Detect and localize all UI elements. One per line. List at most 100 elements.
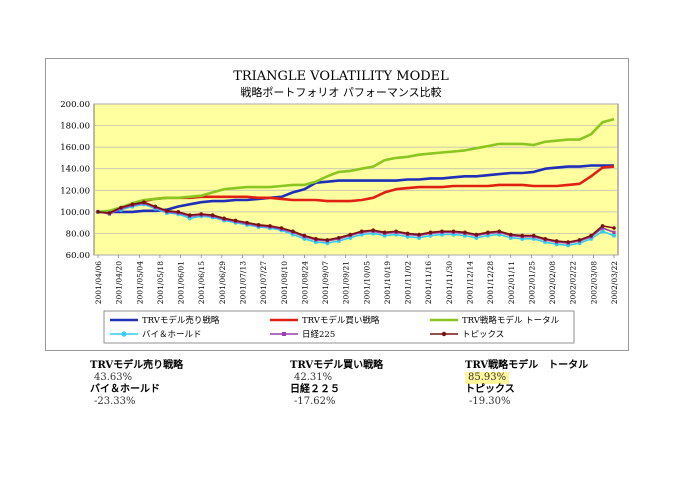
y-tick-label: 140.00 bbox=[60, 165, 90, 175]
legend-marker bbox=[121, 331, 127, 337]
legend-label: TRVモデル買い戦略 bbox=[302, 315, 380, 326]
data-point bbox=[302, 233, 307, 238]
data-point bbox=[268, 224, 272, 228]
x-tick-label: 2001/10/05 bbox=[362, 261, 371, 304]
y-tick-label: 200.00 bbox=[60, 100, 90, 110]
y-tick-label: 100.00 bbox=[60, 208, 90, 218]
x-tick-label: 2001/09/21 bbox=[342, 261, 351, 304]
data-point bbox=[107, 211, 112, 215]
summary-label: 日経２２５ bbox=[290, 384, 340, 395]
summary-item: TRVモデル売り戦略 43.63% bbox=[90, 360, 260, 384]
data-point bbox=[509, 232, 513, 237]
data-point bbox=[566, 240, 570, 244]
data-point bbox=[612, 226, 616, 230]
data-point bbox=[508, 235, 513, 240]
data-point bbox=[382, 230, 387, 235]
data-point bbox=[612, 230, 616, 234]
series-line bbox=[97, 201, 615, 243]
data-point bbox=[256, 223, 261, 227]
data-point bbox=[165, 208, 169, 213]
data-point bbox=[600, 226, 605, 230]
summary-item: バイ＆ホールド -23.33% bbox=[90, 384, 260, 408]
data-point bbox=[497, 232, 502, 237]
data-point bbox=[485, 233, 491, 238]
data-point bbox=[394, 229, 398, 234]
legend-box bbox=[103, 310, 575, 344]
series-line bbox=[98, 164, 614, 214]
data-point bbox=[486, 230, 490, 235]
data-point bbox=[199, 212, 203, 216]
y-tick-label: 180.00 bbox=[60, 122, 90, 132]
x-tick-label: 2002/02/22 bbox=[569, 261, 578, 304]
x-tick-label: 2001/11/30 bbox=[445, 261, 454, 304]
data-point bbox=[245, 220, 249, 225]
data-point bbox=[325, 240, 330, 246]
data-point bbox=[233, 218, 238, 223]
data-point bbox=[222, 216, 226, 221]
data-point bbox=[119, 205, 123, 210]
data-point bbox=[405, 231, 410, 236]
x-tick-label: 2001/08/24 bbox=[300, 261, 309, 304]
data-point bbox=[142, 200, 146, 204]
x-tick-label: 2001/12/14 bbox=[466, 261, 475, 304]
data-point bbox=[600, 229, 605, 234]
data-point bbox=[187, 216, 192, 221]
series-line bbox=[97, 203, 615, 247]
performance-chart: TRIANGLE VOLATILITY MODEL 戦略ポートフォリオ パフォー… bbox=[60, 69, 619, 344]
data-point bbox=[439, 232, 445, 237]
legend-marker bbox=[282, 332, 286, 336]
data-point bbox=[314, 237, 318, 241]
data-point bbox=[336, 238, 341, 244]
data-point bbox=[96, 210, 100, 214]
x-tick-label: 2001/10/19 bbox=[383, 261, 392, 304]
data-point bbox=[577, 240, 582, 246]
data-point bbox=[543, 237, 547, 241]
x-tick-label: 2001/07/13 bbox=[238, 261, 247, 304]
x-tick-label: 2002/03/22 bbox=[610, 261, 619, 304]
x-tick-label: 2001/05/04 bbox=[135, 261, 144, 304]
y-tick-label: 120.00 bbox=[60, 186, 90, 196]
x-tick-label: 2001/04/20 bbox=[115, 261, 124, 304]
data-point bbox=[440, 229, 444, 234]
data-point bbox=[531, 233, 536, 238]
legend-label: 日経225 bbox=[302, 329, 335, 340]
data-point bbox=[153, 204, 158, 209]
data-point bbox=[348, 235, 353, 240]
summary-value: 42.31% bbox=[294, 372, 333, 383]
data-point bbox=[463, 230, 467, 235]
summary-label: トピックス bbox=[465, 384, 515, 395]
data-point bbox=[371, 231, 376, 236]
chart-frame: TRIANGLE VOLATILITY MODEL 戦略ポートフォリオ パフォー… bbox=[45, 58, 629, 351]
x-tick-label: 2001/12/28 bbox=[486, 261, 495, 304]
data-point bbox=[554, 239, 559, 243]
x-tick-label: 2001/06/29 bbox=[218, 261, 227, 304]
y-tick-label: 160.00 bbox=[60, 143, 90, 153]
data-point bbox=[382, 233, 387, 238]
summary-value: -17.62% bbox=[294, 396, 336, 407]
y-tick-label: 60.00 bbox=[66, 251, 90, 261]
data-point bbox=[520, 233, 525, 238]
summary-label: TRV戦略モデル トータル bbox=[465, 360, 589, 371]
data-point bbox=[428, 230, 433, 235]
legend-label: バイ＆ホールド bbox=[142, 330, 202, 340]
data-point bbox=[589, 233, 593, 238]
data-point bbox=[462, 233, 468, 238]
data-point bbox=[405, 234, 410, 239]
data-point bbox=[130, 202, 135, 207]
data-point bbox=[428, 233, 433, 238]
summary-label: バイ＆ホールド bbox=[90, 384, 160, 395]
data-point bbox=[565, 243, 571, 248]
data-point bbox=[543, 239, 548, 245]
data-point bbox=[313, 239, 319, 245]
data-point bbox=[302, 236, 307, 242]
x-tick-label: 2001/06/01 bbox=[177, 261, 186, 304]
legend-marker bbox=[441, 331, 447, 337]
legend-label: TRV戦略モデル トータル bbox=[462, 315, 560, 326]
data-point bbox=[291, 229, 295, 234]
y-tick-label: 80.00 bbox=[66, 229, 90, 239]
data-point bbox=[451, 232, 456, 237]
data-point bbox=[393, 232, 399, 237]
performance-summary: TRVモデル売り戦略 43.63% TRVモデル買い戦略 42.31% TRV戦… bbox=[90, 360, 630, 420]
x-tick-label: 2002/01/11 bbox=[507, 261, 516, 304]
series-line bbox=[97, 117, 615, 214]
